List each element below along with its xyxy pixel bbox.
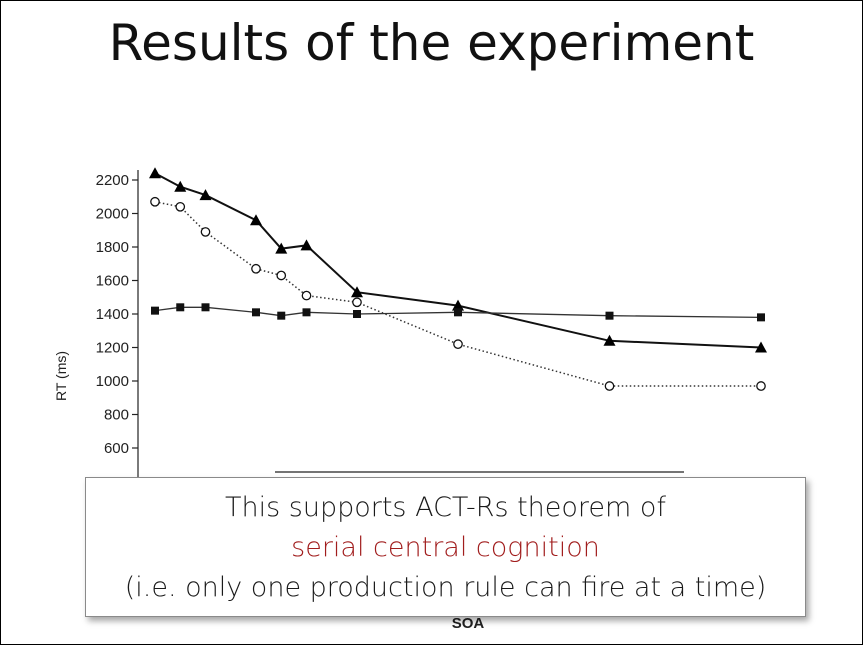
- callout-line-2: serial central cognition: [86, 528, 805, 568]
- series-2-point-3: [252, 308, 260, 316]
- callout-line-3: (i.e. only one production rule can fire …: [86, 568, 805, 608]
- y-tick-label-1600: 1600: [96, 273, 129, 290]
- series-1-point-3: [252, 265, 260, 273]
- series-0-point-0: [149, 167, 161, 178]
- y-tick-label-1000: 1000: [96, 373, 129, 390]
- y-tick-label-2200: 2200: [96, 172, 129, 189]
- series-2-point-0: [151, 307, 159, 315]
- series-0-point-3: [250, 214, 262, 225]
- series-2-point-7: [454, 308, 462, 316]
- series-2-point-1: [176, 303, 184, 311]
- series-0-point-5: [301, 239, 313, 250]
- y-tick-label-1400: 1400: [96, 306, 129, 323]
- series-1-point-0: [151, 198, 159, 206]
- series-1-point-2: [201, 228, 209, 236]
- callout-box: This supports ACT-Rs theorem of serial c…: [85, 477, 806, 617]
- series-line-0: [155, 173, 761, 347]
- series-1-point-1: [176, 203, 184, 211]
- series-0-point-1: [174, 181, 186, 192]
- series-2-point-5: [303, 308, 311, 316]
- y-axis-label: RT (ms): [53, 351, 69, 401]
- y-tick-label-1200: 1200: [96, 340, 129, 357]
- series-2-point-4: [277, 312, 285, 320]
- series-1-point-4: [277, 271, 285, 279]
- series-2-point-8: [606, 312, 614, 320]
- series-layer: [149, 167, 767, 390]
- y-axis-ticks: 600 800 1000 1200 1400 1600 1800 2000 2200: [96, 172, 138, 482]
- series-line-1: [155, 202, 761, 386]
- series-1-point-9: [757, 382, 765, 390]
- y-tick-label-2000: 2000: [96, 206, 129, 223]
- series-1-point-8: [605, 382, 613, 390]
- series-1-point-7: [454, 340, 462, 348]
- series-1-point-5: [302, 291, 310, 299]
- series-1-point-6: [353, 298, 361, 306]
- series-2-point-9: [757, 313, 765, 321]
- series-2-point-2: [202, 303, 210, 311]
- series-2-point-6: [353, 310, 361, 318]
- y-tick-label-600: 600: [104, 440, 129, 457]
- x-axis-label: SOA: [452, 615, 485, 632]
- y-tick-label-800: 800: [104, 407, 129, 424]
- callout-line-1: This supports ACT-Rs theorem of: [86, 488, 805, 528]
- y-tick-label-1800: 1800: [96, 239, 129, 256]
